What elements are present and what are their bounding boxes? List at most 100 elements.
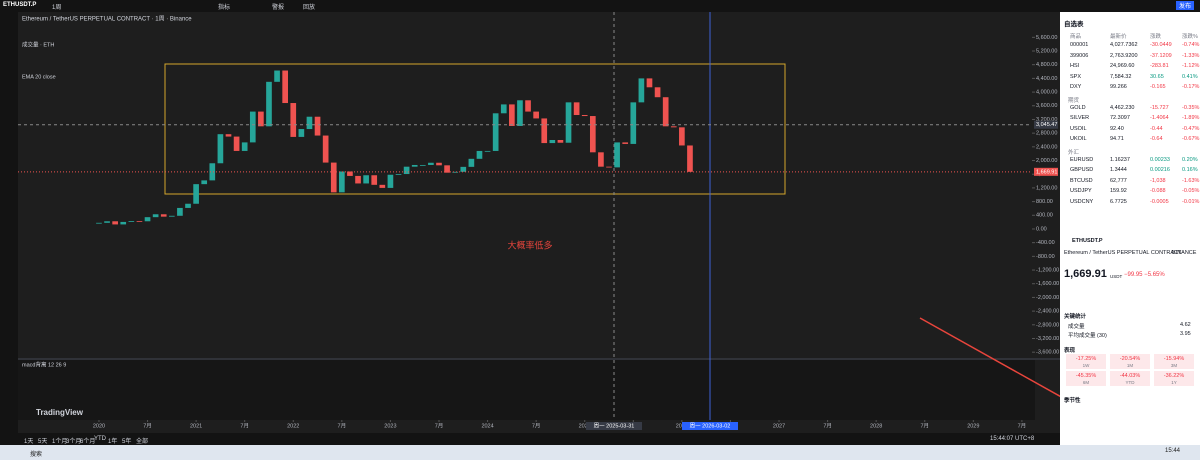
row-last: 4,027.7362	[1110, 42, 1138, 48]
row-symbol[interactable]: EURUSD	[1070, 156, 1094, 163]
candle	[646, 78, 653, 88]
candle	[444, 165, 450, 173]
candle	[160, 214, 167, 217]
date-tag-bg	[586, 422, 642, 430]
candle	[687, 145, 693, 172]
x-tick-label: 7月	[920, 422, 929, 429]
candle	[168, 215, 175, 217]
row-symbol[interactable]: SPX	[1070, 73, 1082, 80]
taskbar: 搜索 15:44	[0, 445, 1200, 460]
row-symbol[interactable]: GBPUSD	[1070, 167, 1094, 173]
candle	[120, 221, 127, 225]
candle	[322, 135, 329, 163]
row-last: 72.3097	[1110, 115, 1130, 121]
candle	[298, 129, 305, 137]
row-symbol[interactable]: GOLD	[1070, 104, 1086, 111]
macd-pane	[18, 360, 1035, 420]
x-tick-label: 2028	[870, 423, 882, 429]
range-button[interactable]: 1天	[24, 439, 34, 445]
row-symbol[interactable]: BTCUSD	[1070, 177, 1093, 184]
tool[interactable]: 指标	[218, 5, 231, 11]
range-button[interactable]: 1年	[108, 439, 118, 445]
section-header[interactable]: 外汇	[1068, 149, 1080, 156]
y-tick-label: 1,200.00	[1036, 185, 1057, 191]
candle	[525, 100, 531, 112]
y-tick-label: -2,400.00	[1036, 309, 1059, 315]
row-change-pct: -1.89%	[1182, 115, 1200, 121]
candle	[679, 127, 685, 146]
perf-period: 1W	[1082, 363, 1090, 368]
tool[interactable]: 回放	[303, 5, 316, 11]
y-tick-label: -1,600.00	[1036, 281, 1059, 287]
perf-box[interactable]: -44.03% YTD	[1110, 371, 1150, 386]
range-button[interactable]: 全部	[136, 439, 149, 445]
symbol[interactable]: ETHUSDT.P	[3, 2, 37, 8]
range-button[interactable]: 3个月	[66, 439, 82, 445]
candle	[509, 104, 515, 126]
indicator: EMA 20 close	[22, 74, 56, 80]
detail-name: Ethereum / TetherUS PERPETUAL CONTRACT	[1064, 250, 1182, 256]
row-symbol[interactable]: USDJPY	[1070, 188, 1092, 194]
row-symbol[interactable]: DXY	[1070, 84, 1082, 90]
row-change-pct: -1.12%	[1182, 63, 1200, 69]
candle	[314, 116, 321, 136]
y-tick-label: 4,000.00	[1036, 90, 1057, 96]
candle	[363, 175, 369, 184]
perf-box[interactable]: -20.54% 1M	[1110, 354, 1150, 369]
range-button[interactable]: 5年	[122, 439, 132, 445]
row-change: -283.81	[1150, 63, 1169, 69]
clock: 15:44	[1165, 448, 1181, 454]
candle	[598, 152, 604, 167]
row-change: -0.165	[1150, 84, 1166, 90]
row-symbol[interactable]: SILVER	[1070, 115, 1090, 121]
candle	[306, 116, 313, 130]
perf-period: 1Y	[1171, 380, 1177, 385]
tool[interactable]: 警报	[272, 5, 285, 11]
right-panel: 自选表 商品 最新价 涨跌 涨跌% 000001 4,027.7362 -30.0449 -0.…	[1060, 12, 1200, 445]
row-change: 0.00233	[1150, 156, 1170, 163]
perf-box[interactable]: -17.25% 1W	[1066, 354, 1106, 369]
row-symbol[interactable]: USDCNY	[1070, 198, 1094, 205]
interval[interactable]: 1周	[52, 5, 62, 11]
y-tick-label: 5,200.00	[1036, 48, 1057, 54]
range-button[interactable]: 5天	[38, 439, 48, 445]
row-symbol[interactable]: HSI	[1070, 63, 1080, 69]
row-symbol[interactable]: UKOIL	[1070, 136, 1087, 142]
perf-value: -17.25%	[1075, 356, 1097, 362]
x-tick-label: 2026	[676, 423, 688, 429]
perf-box[interactable]: -36.22% 1Y	[1154, 371, 1194, 386]
row-symbol[interactable]: 399006	[1070, 52, 1089, 59]
row-change: -1.4064	[1150, 115, 1169, 121]
x-tick-label: 7月	[435, 422, 444, 429]
row-last: 7,584.32	[1110, 73, 1132, 80]
row-last: 24,969.60	[1110, 63, 1135, 69]
perf-box[interactable]: -15.94% 3M	[1154, 354, 1194, 369]
candle	[201, 180, 208, 185]
range-button[interactable]: YTD	[94, 436, 106, 442]
range-button[interactable]: 6个月	[80, 439, 96, 445]
range-button[interactable]: 1个月	[52, 439, 68, 445]
candle	[662, 97, 669, 127]
row-symbol[interactable]: USOIL	[1070, 125, 1087, 132]
x-tick-label: 7月	[1018, 422, 1027, 429]
row-symbol[interactable]: 000001	[1070, 42, 1089, 48]
season-title: 季节性	[1064, 398, 1081, 404]
row-change: -0.64	[1150, 136, 1163, 142]
candle	[581, 115, 588, 117]
perf-box[interactable]: -45.35% 6M	[1066, 371, 1106, 386]
candle	[654, 87, 661, 98]
candle	[468, 158, 475, 167]
row-change-pct: -1.33%	[1182, 52, 1200, 59]
candle	[290, 103, 297, 137]
x-tick-label: 2024	[481, 423, 493, 429]
row-change-pct: -0.01%	[1182, 198, 1200, 205]
detail-exchange: BINANCE	[1172, 250, 1197, 256]
candle	[484, 150, 491, 152]
candle	[630, 102, 637, 144]
y-tick-label: 0.00	[1036, 226, 1047, 232]
search[interactable]: 搜索	[30, 452, 43, 458]
section-header[interactable]: 期货	[1068, 97, 1080, 104]
row-change: -15.727	[1150, 104, 1169, 111]
publish-button[interactable]: 发布	[1176, 1, 1195, 10]
